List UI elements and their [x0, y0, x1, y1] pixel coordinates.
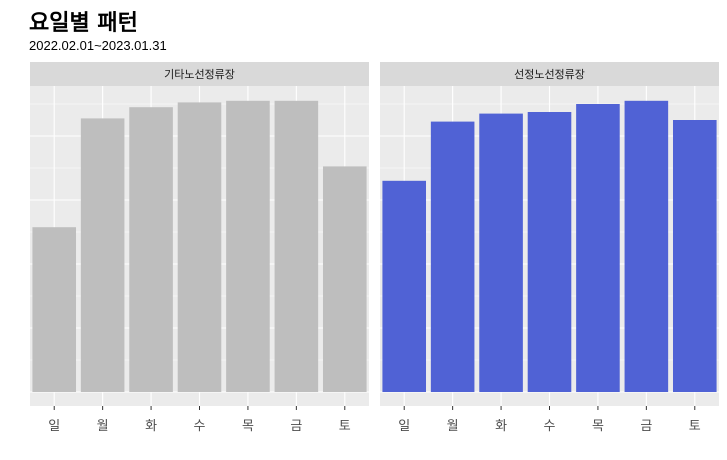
- x-tick-label: 월: [447, 419, 459, 434]
- bar-selected-3[interactable]: [527, 112, 572, 392]
- facet-strip-label: 선정노선정류장: [514, 68, 585, 81]
- x-tick-label: 금: [640, 419, 652, 434]
- x-tick-label: 일: [398, 419, 410, 434]
- x-tick-label: 일: [48, 419, 60, 434]
- x-tick-label: 목: [592, 419, 604, 434]
- bar-selected-2[interactable]: [479, 113, 523, 392]
- x-tick-label: 화: [145, 419, 157, 434]
- bar-selected-5[interactable]: [624, 100, 669, 393]
- bar-other-2[interactable]: [129, 107, 173, 392]
- x-tick-label: 화: [495, 419, 507, 434]
- bar-other-4[interactable]: [226, 100, 270, 393]
- bar-other-6[interactable]: [322, 166, 367, 392]
- bar-selected-4[interactable]: [576, 104, 620, 392]
- facet-strip-label: 기타노선정류장: [164, 68, 235, 81]
- facet-strip: [380, 62, 719, 86]
- chart-title: 요일별 패턴: [29, 11, 138, 36]
- bar-selected-0[interactable]: [382, 180, 427, 392]
- chart-subtitle: 2022.02.01~2023.01.31: [29, 38, 167, 53]
- x-tick-label: 수: [544, 419, 556, 434]
- x-tick-label: 월: [97, 419, 109, 434]
- bar-selected-1[interactable]: [430, 121, 475, 392]
- facet-strip: [30, 62, 369, 86]
- x-tick-label: 금: [290, 419, 302, 434]
- x-tick-label: 토: [339, 419, 351, 434]
- bar-other-1[interactable]: [80, 118, 125, 393]
- bar-other-3[interactable]: [177, 102, 222, 393]
- x-tick-label: 토: [689, 419, 701, 434]
- bar-selected-6[interactable]: [672, 120, 717, 392]
- x-tick-label: 수: [194, 419, 206, 434]
- bar-other-5[interactable]: [274, 100, 319, 393]
- bar-other-0[interactable]: [32, 227, 77, 392]
- x-tick-label: 목: [242, 419, 254, 434]
